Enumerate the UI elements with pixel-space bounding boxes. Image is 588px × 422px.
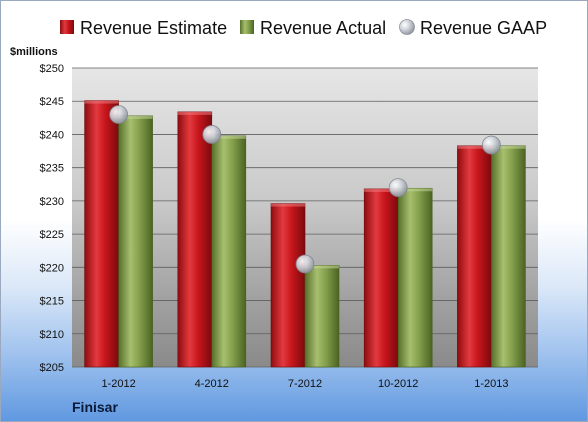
revenue-actual-bar <box>304 265 340 368</box>
revenue-gaap-marker <box>295 254 315 274</box>
revenue-estimate-bar <box>270 203 306 368</box>
y-tick-label: $225 <box>40 229 64 241</box>
y-tick-label: $220 <box>40 262 64 274</box>
legend-swatch-revenue-gaap <box>399 19 415 35</box>
revenue-actual-bar <box>118 115 153 368</box>
revenue-actual-bar <box>397 187 433 368</box>
y-axis-tick-labels: $205 $210 $215 $220 $225 $230 $235 $240 $245 $250 <box>40 63 64 374</box>
revenue-actual-bar <box>211 135 247 368</box>
legend-swatch-revenue-estimate <box>60 20 74 34</box>
revenue-actual-bar-highlight <box>118 115 153 119</box>
revenue-estimate-bar <box>177 111 213 368</box>
revenue-gaap-marker <box>109 105 128 124</box>
bars <box>84 100 526 368</box>
y-tick-label: $215 <box>40 296 64 308</box>
legend: Revenue Estimate Revenue Actual Revenue … <box>60 18 547 38</box>
y-tick-label: $240 <box>40 129 64 141</box>
revenue-estimate-bar-highlight <box>271 203 305 207</box>
revenue-actual-bar-highlight <box>211 135 246 139</box>
revenue-estimate-bar <box>363 188 399 368</box>
x-tick-label: 4-2012 <box>195 378 229 390</box>
revenue-estimate-bar-highlight <box>84 100 119 104</box>
x-tick-label: 10-2012 <box>378 378 418 390</box>
revenue-estimate-bar <box>84 100 119 368</box>
legend-label-revenue-actual: Revenue Actual <box>260 18 386 38</box>
revenue-actual-bar-highlight <box>491 145 526 149</box>
revenue-estimate-bar-highlight <box>457 145 492 149</box>
y-tick-label: $250 <box>40 63 64 75</box>
legend-swatch-revenue-actual <box>240 20 254 34</box>
company-label: Finisar <box>72 399 118 415</box>
gaap-markers <box>109 105 501 274</box>
y-axis-units-label: $millions <box>10 46 58 58</box>
y-tick-label: $245 <box>40 96 64 108</box>
y-tick-label: $235 <box>40 163 64 175</box>
revenue-gaap-marker <box>202 125 222 144</box>
x-axis-tick-labels: 1-2012 4-2012 7-2012 10-2012 1-2013 <box>101 378 508 390</box>
revenue-actual-bar-highlight <box>305 265 339 269</box>
revenue-estimate-bar-highlight <box>364 188 399 192</box>
revenue-gaap-marker <box>388 178 408 198</box>
revenue-actual-bar-highlight <box>398 188 433 192</box>
revenue-gaap-marker <box>481 135 501 155</box>
y-tick-label: $210 <box>40 329 64 341</box>
revenue-estimate-bar <box>457 145 492 368</box>
y-tick-label: $205 <box>40 362 64 374</box>
y-tick-label: $230 <box>40 196 64 208</box>
revenue-actual-bar <box>491 145 526 368</box>
x-tick-label: 7-2012 <box>288 378 322 390</box>
legend-label-revenue-gaap: Revenue GAAP <box>420 18 547 38</box>
x-tick-label: 1-2012 <box>101 378 135 390</box>
revenue-estimate-bar-highlight <box>177 111 212 115</box>
legend-label-revenue-estimate: Revenue Estimate <box>80 18 227 38</box>
x-tick-label: 1-2013 <box>474 378 508 390</box>
